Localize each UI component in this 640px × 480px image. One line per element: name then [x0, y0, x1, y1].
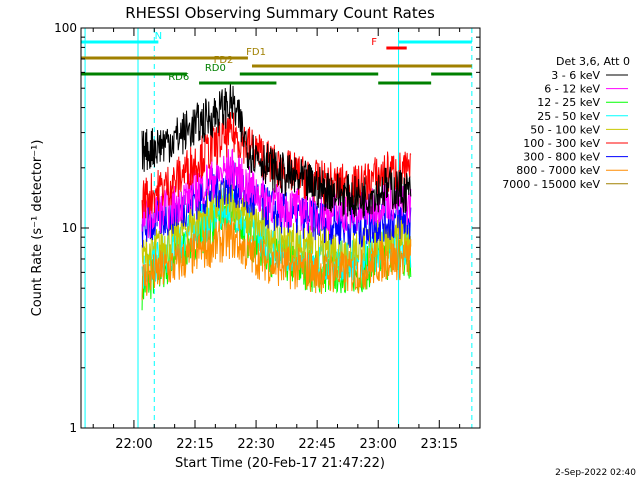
y-tick-label: 10 [62, 221, 77, 235]
legend-label-2: 12 - 25 keV [537, 96, 600, 109]
legend-label-3: 25 - 50 keV [537, 110, 600, 123]
flag-label-n: N [155, 31, 162, 42]
legend-label-0: 3 - 6 keV [551, 69, 600, 82]
flag-label-fd2: FD2 [214, 55, 234, 66]
flag-label-fd1: FD1 [246, 47, 266, 58]
legend-label-1: 6 - 12 keV [544, 83, 600, 96]
flag-label-rd6: RD6 [168, 72, 189, 83]
series-trace-7 [141, 217, 412, 301]
x-tick-label: 23:15 [421, 437, 458, 452]
flag-label-rd0: RD0 [205, 63, 226, 74]
x-tick-label: 23:00 [359, 437, 396, 452]
x-tick-label: 22:15 [176, 437, 213, 452]
legend-label-5: 100 - 300 keV [523, 137, 600, 150]
legend-label-8: 7000 - 15000 keV [502, 178, 600, 191]
x-tick-label: 22:45 [298, 437, 335, 452]
y-tick-label: 100 [54, 21, 77, 35]
x-tick-label: 22:00 [115, 437, 152, 452]
y-tick-label: 1 [69, 421, 77, 435]
series-trace-0 [141, 82, 412, 218]
chart-title: RHESSI Observing Summary Count Rates [125, 4, 435, 22]
axes: 1 10 100 22:00 22:15 22:30 22:45 23:00 23:15 [54, 21, 481, 452]
y-axis-label: Count Rate (s⁻¹ detector⁻¹) [30, 140, 45, 317]
flag-label-f: F [371, 37, 377, 48]
x-axis-label: Start Time (20-Feb-17 21:47:22) [175, 456, 385, 471]
plot-area [84, 28, 473, 428]
legend-label-7: 800 - 7000 keV [516, 164, 600, 177]
series-trace-1 [141, 148, 412, 239]
legend-label-4: 50 - 100 keV [530, 123, 600, 136]
timestamp: 2-Sep-2022 02:40 [555, 468, 636, 478]
legend-label-6: 300 - 800 keV [523, 151, 600, 164]
legend-header: Det 3,6, Att 0 [556, 55, 630, 68]
x-tick-label: 22:30 [237, 437, 274, 452]
